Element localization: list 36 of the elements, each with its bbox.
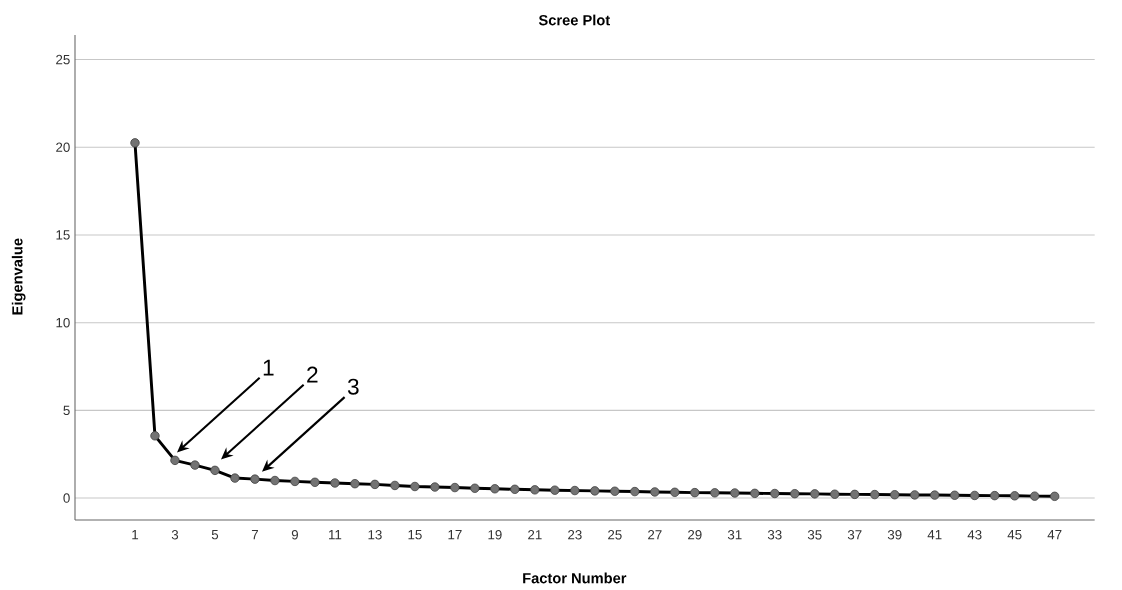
x-tick-label: 41 — [927, 530, 942, 540]
y-tick-label: 10 — [56, 317, 70, 328]
x-tick-label: 45 — [1007, 530, 1022, 540]
chart-title: Scree Plot — [538, 14, 611, 26]
x-tick-label: 21 — [528, 530, 542, 540]
annotation: 3 — [347, 378, 359, 395]
x-tick-label: 27 — [648, 530, 662, 540]
x-tick-label: 15 — [408, 530, 422, 540]
annotation: 2 — [307, 366, 318, 383]
x-tick-label: 43 — [967, 530, 982, 540]
x-tick-label: 47 — [1047, 530, 1062, 540]
y-tick-label: 5 — [63, 405, 70, 416]
x-tick-label: 19 — [488, 530, 502, 540]
x-tick-label: 37 — [847, 530, 862, 540]
x-tick-label: 33 — [767, 530, 782, 540]
x-tick-label: 35 — [807, 530, 822, 540]
y-tick-label: 0 — [63, 493, 70, 503]
y-tick-label: 20 — [56, 142, 70, 152]
x-tick-label: 17 — [448, 530, 462, 540]
x-tick-label: 29 — [688, 530, 702, 540]
x-axis-title: Factor Number — [523, 572, 627, 584]
x-tick-label: 5 — [211, 530, 219, 540]
x-tick-label: 3 — [171, 530, 179, 540]
x-tick-label: 25 — [608, 530, 622, 540]
x-tick-label: 39 — [887, 530, 902, 540]
y-axis-title: Eigenvalue — [11, 238, 26, 315]
x-tick-label: 31 — [727, 530, 742, 540]
x-tick-label: 11 — [329, 530, 342, 540]
y-tick-label: 25 — [56, 54, 70, 65]
x-tick-label: 13 — [368, 530, 382, 540]
y-tick-label: 15 — [56, 230, 70, 240]
annotation: 1 — [263, 359, 274, 376]
x-tick-label: 23 — [568, 530, 582, 540]
x-tick-label: 7 — [251, 530, 258, 540]
x-tick-label: 1 — [132, 530, 139, 540]
x-tick-label: 9 — [291, 530, 299, 540]
